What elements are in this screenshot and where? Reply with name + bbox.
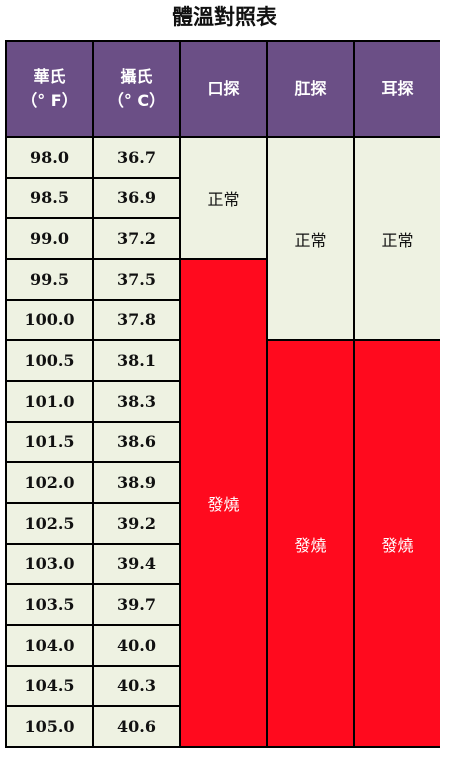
celsius-cell: 38.3 bbox=[94, 381, 179, 421]
header-fahrenheit-name: 華氏 bbox=[33, 67, 66, 86]
fahrenheit-cell: 103.5 bbox=[7, 585, 92, 624]
header-rectal: 肛探 bbox=[268, 42, 353, 136]
fahrenheit-cell: 98.0 bbox=[7, 138, 92, 177]
rectal-normal-cell: 正常 bbox=[268, 138, 353, 340]
header-celsius-name: 攝氏 bbox=[120, 67, 153, 86]
table-row: 104.0 40.0 bbox=[7, 625, 440, 665]
temperature-table-container: 華氏 （° F） 攝氏 （° C） 口探 肛探 耳探 98.0 36.7 正常 … bbox=[5, 40, 440, 748]
fahrenheit-cell: 102.5 bbox=[7, 503, 92, 543]
fahrenheit-cell: 105.0 bbox=[7, 707, 92, 746]
temperature-table: 華氏 （° F） 攝氏 （° C） 口探 肛探 耳探 98.0 36.7 正常 … bbox=[5, 40, 442, 748]
page-title: 體溫對照表 bbox=[172, 5, 277, 29]
celsius-cell: 40.0 bbox=[94, 625, 179, 665]
table-row: 98.0 36.7 正常 正常 正常 bbox=[7, 138, 440, 340]
table-row: 104.5 40.3 bbox=[7, 666, 440, 706]
celsius-cell: 40.6 bbox=[94, 707, 179, 746]
celsius-cell: 37.5 bbox=[94, 259, 179, 299]
fahrenheit-cell: 99.5 bbox=[7, 259, 92, 299]
fahrenheit-cell: 102.0 bbox=[7, 463, 92, 502]
ear-normal-cell: 正常 bbox=[355, 138, 440, 340]
rectal-fever-cell: 發燒 bbox=[268, 341, 353, 746]
celsius-cell: 38.9 bbox=[94, 463, 179, 502]
table-row: 103.0 39.4 bbox=[7, 544, 440, 584]
fahrenheit-cell: 100.5 bbox=[7, 341, 92, 380]
header-row: 華氏 （° F） 攝氏 （° C） 口探 肛探 耳探 bbox=[7, 42, 440, 136]
fahrenheit-cell: 101.5 bbox=[7, 422, 92, 462]
fahrenheit-cell: 99.0 bbox=[7, 219, 92, 258]
celsius-cell: 38.6 bbox=[94, 422, 179, 462]
celsius-cell: 37.2 bbox=[94, 219, 179, 258]
fahrenheit-cell: 103.0 bbox=[7, 544, 92, 584]
header-fahrenheit-unit: （° F） bbox=[21, 91, 78, 110]
header-ear: 耳探 bbox=[355, 42, 440, 136]
table-row: 101.0 38.3 bbox=[7, 381, 440, 421]
celsius-cell: 38.1 bbox=[94, 341, 179, 380]
table-row: 101.5 38.6 bbox=[7, 422, 440, 462]
celsius-cell: 40.3 bbox=[94, 666, 179, 706]
celsius-cell: 36.7 bbox=[94, 138, 179, 177]
ear-fever-cell: 發燒 bbox=[355, 341, 440, 746]
celsius-cell: 39.2 bbox=[94, 503, 179, 543]
fahrenheit-cell: 101.0 bbox=[7, 381, 92, 421]
table-row: 100.5 38.1 發燒 發燒 bbox=[7, 341, 440, 746]
table-row: 102.0 38.9 bbox=[7, 463, 440, 502]
fahrenheit-cell: 104.5 bbox=[7, 666, 92, 706]
fahrenheit-cell: 98.5 bbox=[7, 178, 92, 218]
celsius-cell: 39.7 bbox=[94, 585, 179, 624]
table-row: 100.0 37.8 bbox=[7, 300, 440, 340]
celsius-cell: 37.8 bbox=[94, 300, 179, 340]
header-celsius-unit: （° C） bbox=[107, 91, 166, 110]
fahrenheit-cell: 100.0 bbox=[7, 300, 92, 340]
table-row: 99.0 37.2 bbox=[7, 219, 440, 258]
celsius-cell: 39.4 bbox=[94, 544, 179, 584]
celsius-cell: 36.9 bbox=[94, 178, 179, 218]
table-row: 105.0 40.6 bbox=[7, 707, 440, 746]
table-row: 103.5 39.7 bbox=[7, 585, 440, 624]
table-row: 99.5 37.5 發燒 bbox=[7, 259, 440, 746]
fahrenheit-cell: 104.0 bbox=[7, 625, 92, 665]
header-oral: 口探 bbox=[181, 42, 266, 136]
table-row: 98.5 36.9 bbox=[7, 178, 440, 218]
oral-fever-cell: 發燒 bbox=[181, 259, 266, 746]
header-fahrenheit: 華氏 （° F） bbox=[7, 42, 92, 136]
oral-normal-cell: 正常 bbox=[181, 138, 266, 258]
table-row: 102.5 39.2 bbox=[7, 503, 440, 543]
header-celsius: 攝氏 （° C） bbox=[94, 42, 179, 136]
